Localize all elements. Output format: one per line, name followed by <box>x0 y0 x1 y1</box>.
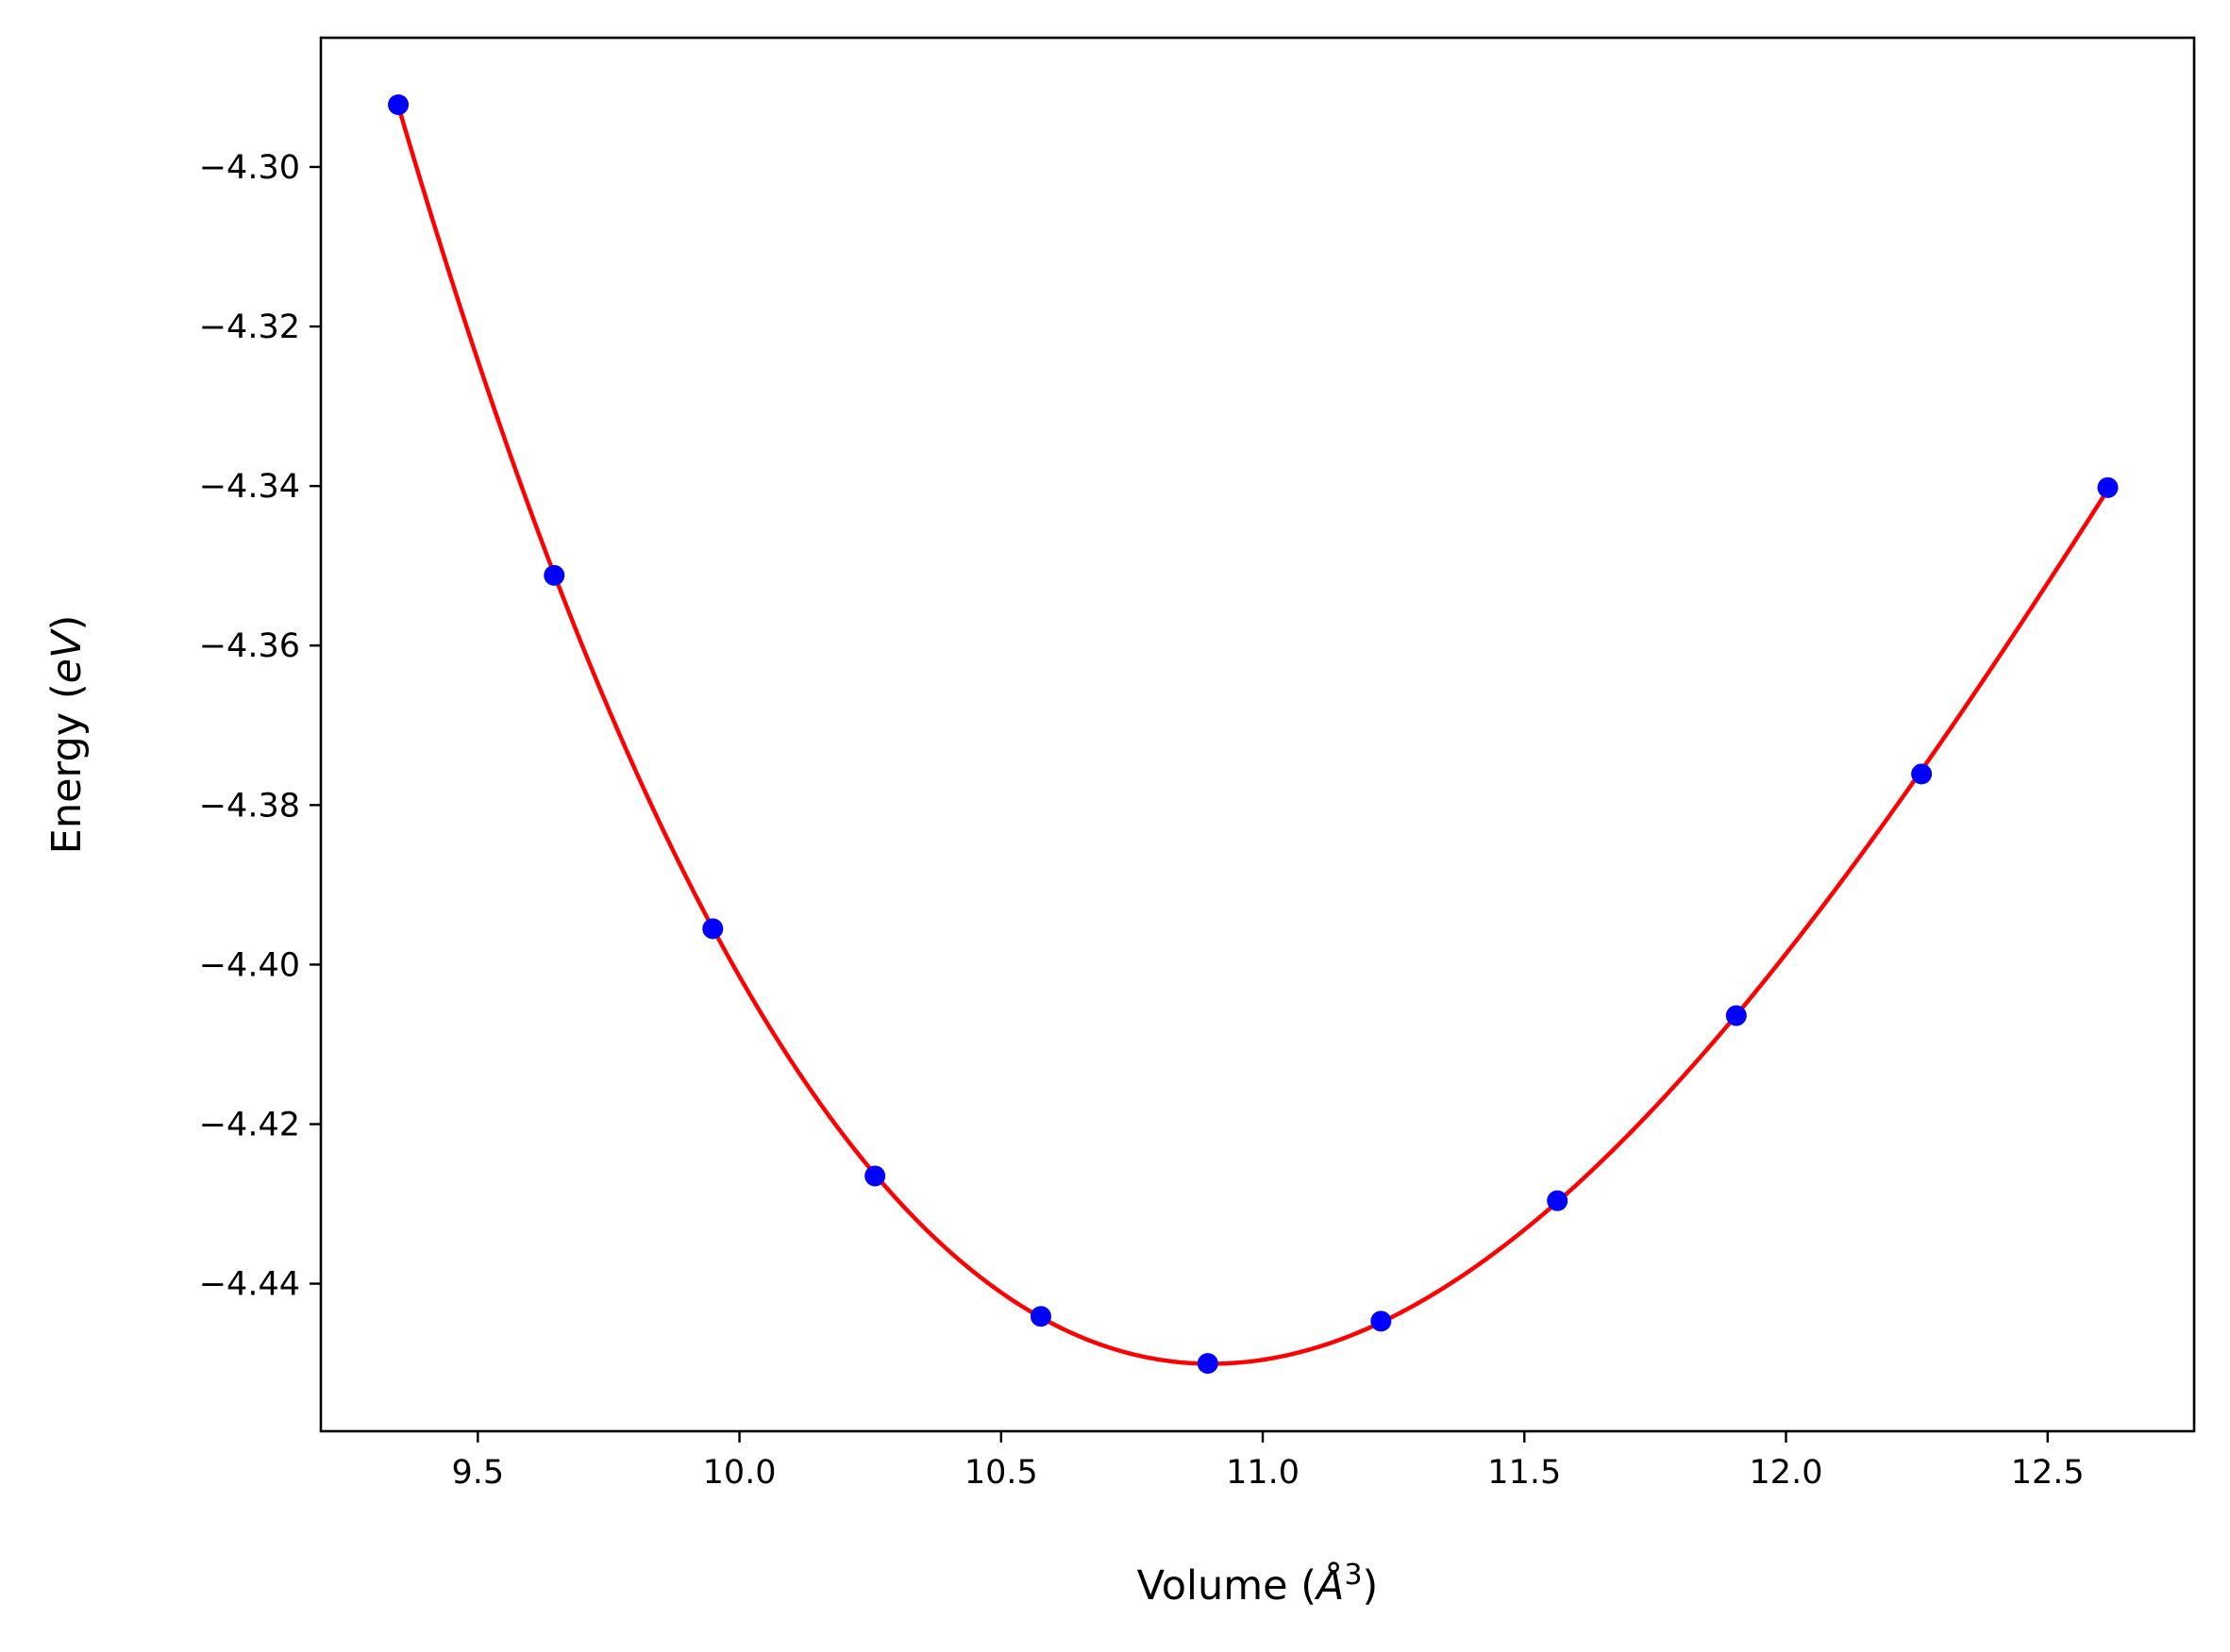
x-tick-label: 11.5 <box>1487 1454 1561 1492</box>
data-point <box>2097 476 2119 498</box>
data-point <box>1370 1310 1392 1332</box>
y-tick-label: −4.38 <box>199 787 300 825</box>
y-tick-label: −4.44 <box>199 1266 300 1304</box>
data-point <box>544 564 565 586</box>
x-axis-label-text: Volume ( <box>1137 1562 1316 1610</box>
plot-area-frame <box>319 36 2196 1433</box>
y-tick-label: −4.30 <box>199 149 300 187</box>
x-axis-label-unit: Å <box>1314 1561 1344 1610</box>
data-point <box>1911 763 1933 785</box>
x-axis-label-close: ) <box>1363 1562 1379 1610</box>
y-tick-label: −4.32 <box>199 309 300 346</box>
x-axis-label: Volume (Å3) <box>1137 1559 1379 1610</box>
x-axis-ticks: 9.5 10.0 10.5 11.0 11.5 12.0 12.5 <box>452 1431 2085 1492</box>
x-tick-label: 10.5 <box>964 1454 1038 1492</box>
data-point <box>1725 1005 1747 1026</box>
x-tick-label: 9.5 <box>452 1454 505 1492</box>
x-tick-label: 11.0 <box>1226 1454 1299 1492</box>
data-point <box>1030 1306 1051 1327</box>
fit-curve-line <box>395 105 2110 1366</box>
x-tick-label: 12.0 <box>1750 1454 1823 1492</box>
x-tick-label: 10.0 <box>703 1454 777 1492</box>
y-tick-label: −4.36 <box>199 627 300 665</box>
y-tick-label: −4.42 <box>199 1107 300 1144</box>
data-point <box>702 918 724 940</box>
x-tick-label: 12.5 <box>2011 1454 2085 1492</box>
data-point <box>864 1165 886 1187</box>
y-axis-label: Energy (eV) <box>43 615 91 855</box>
data-points-layer <box>388 94 2119 1375</box>
y-tick-label: −4.34 <box>199 468 300 506</box>
y-axis-label-unit: eV <box>43 628 91 683</box>
y-axis-ticks: −4.30 −4.32 −4.34 −4.36 −4.38 −4.40 −4.42 −4.44 <box>199 149 321 1304</box>
data-point <box>1197 1353 1218 1375</box>
data-point <box>388 94 410 116</box>
fit-curve-layer <box>395 105 2110 1366</box>
data-point <box>1547 1190 1568 1211</box>
x-axis-label-exponent: 3 <box>1344 1559 1362 1592</box>
y-axis-label-text: Energy ( <box>43 683 91 854</box>
y-axis-label-close: ) <box>43 615 91 631</box>
y-tick-label: −4.40 <box>199 946 300 984</box>
